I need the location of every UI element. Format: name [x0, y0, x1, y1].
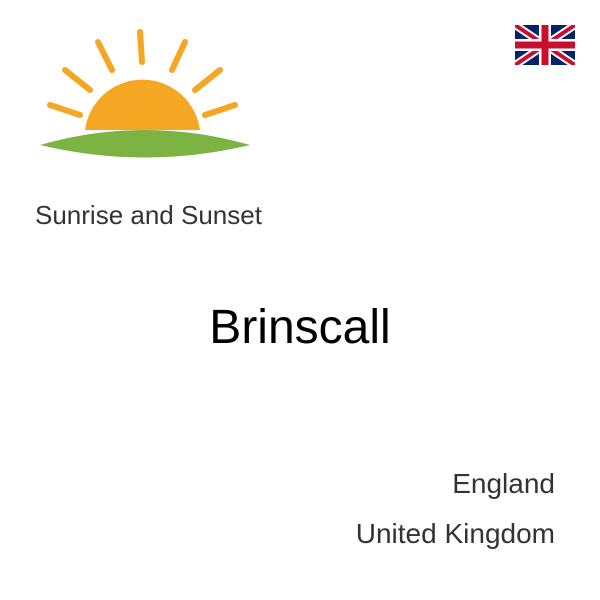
- heading-text: Sunrise and Sunset: [35, 200, 262, 231]
- place-title: Brinscall: [0, 300, 600, 355]
- sunrise-icon: [30, 20, 260, 200]
- sunrise-logo: [30, 20, 260, 200]
- uk-flag-icon: [515, 25, 575, 65]
- country-text: United Kingdom: [356, 518, 555, 550]
- region-text: England: [452, 468, 555, 500]
- uk-flag: [515, 25, 575, 65]
